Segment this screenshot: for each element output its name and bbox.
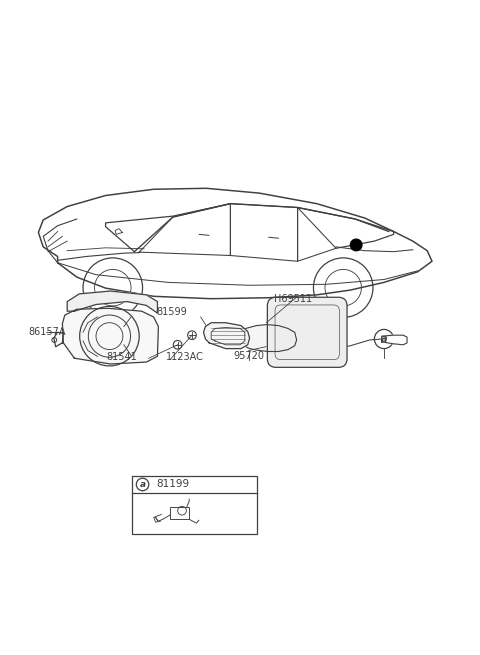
Text: H69511: H69511 xyxy=(274,294,312,304)
Polygon shape xyxy=(235,325,297,352)
Polygon shape xyxy=(204,323,250,348)
Polygon shape xyxy=(54,332,63,346)
Text: 95720: 95720 xyxy=(233,351,264,361)
Text: a: a xyxy=(381,334,387,344)
Bar xyxy=(170,507,189,519)
Text: a: a xyxy=(140,480,145,489)
Text: 81541: 81541 xyxy=(106,352,137,362)
Text: 86157A: 86157A xyxy=(29,328,66,337)
Bar xyxy=(222,328,235,338)
Bar xyxy=(132,476,257,534)
Text: 81199: 81199 xyxy=(156,479,189,489)
Polygon shape xyxy=(382,335,407,345)
FancyBboxPatch shape xyxy=(267,297,347,367)
Text: 1123AC: 1123AC xyxy=(166,352,204,362)
Polygon shape xyxy=(62,309,158,364)
Polygon shape xyxy=(67,291,157,313)
Text: 81599: 81599 xyxy=(156,307,187,317)
Circle shape xyxy=(350,239,362,251)
